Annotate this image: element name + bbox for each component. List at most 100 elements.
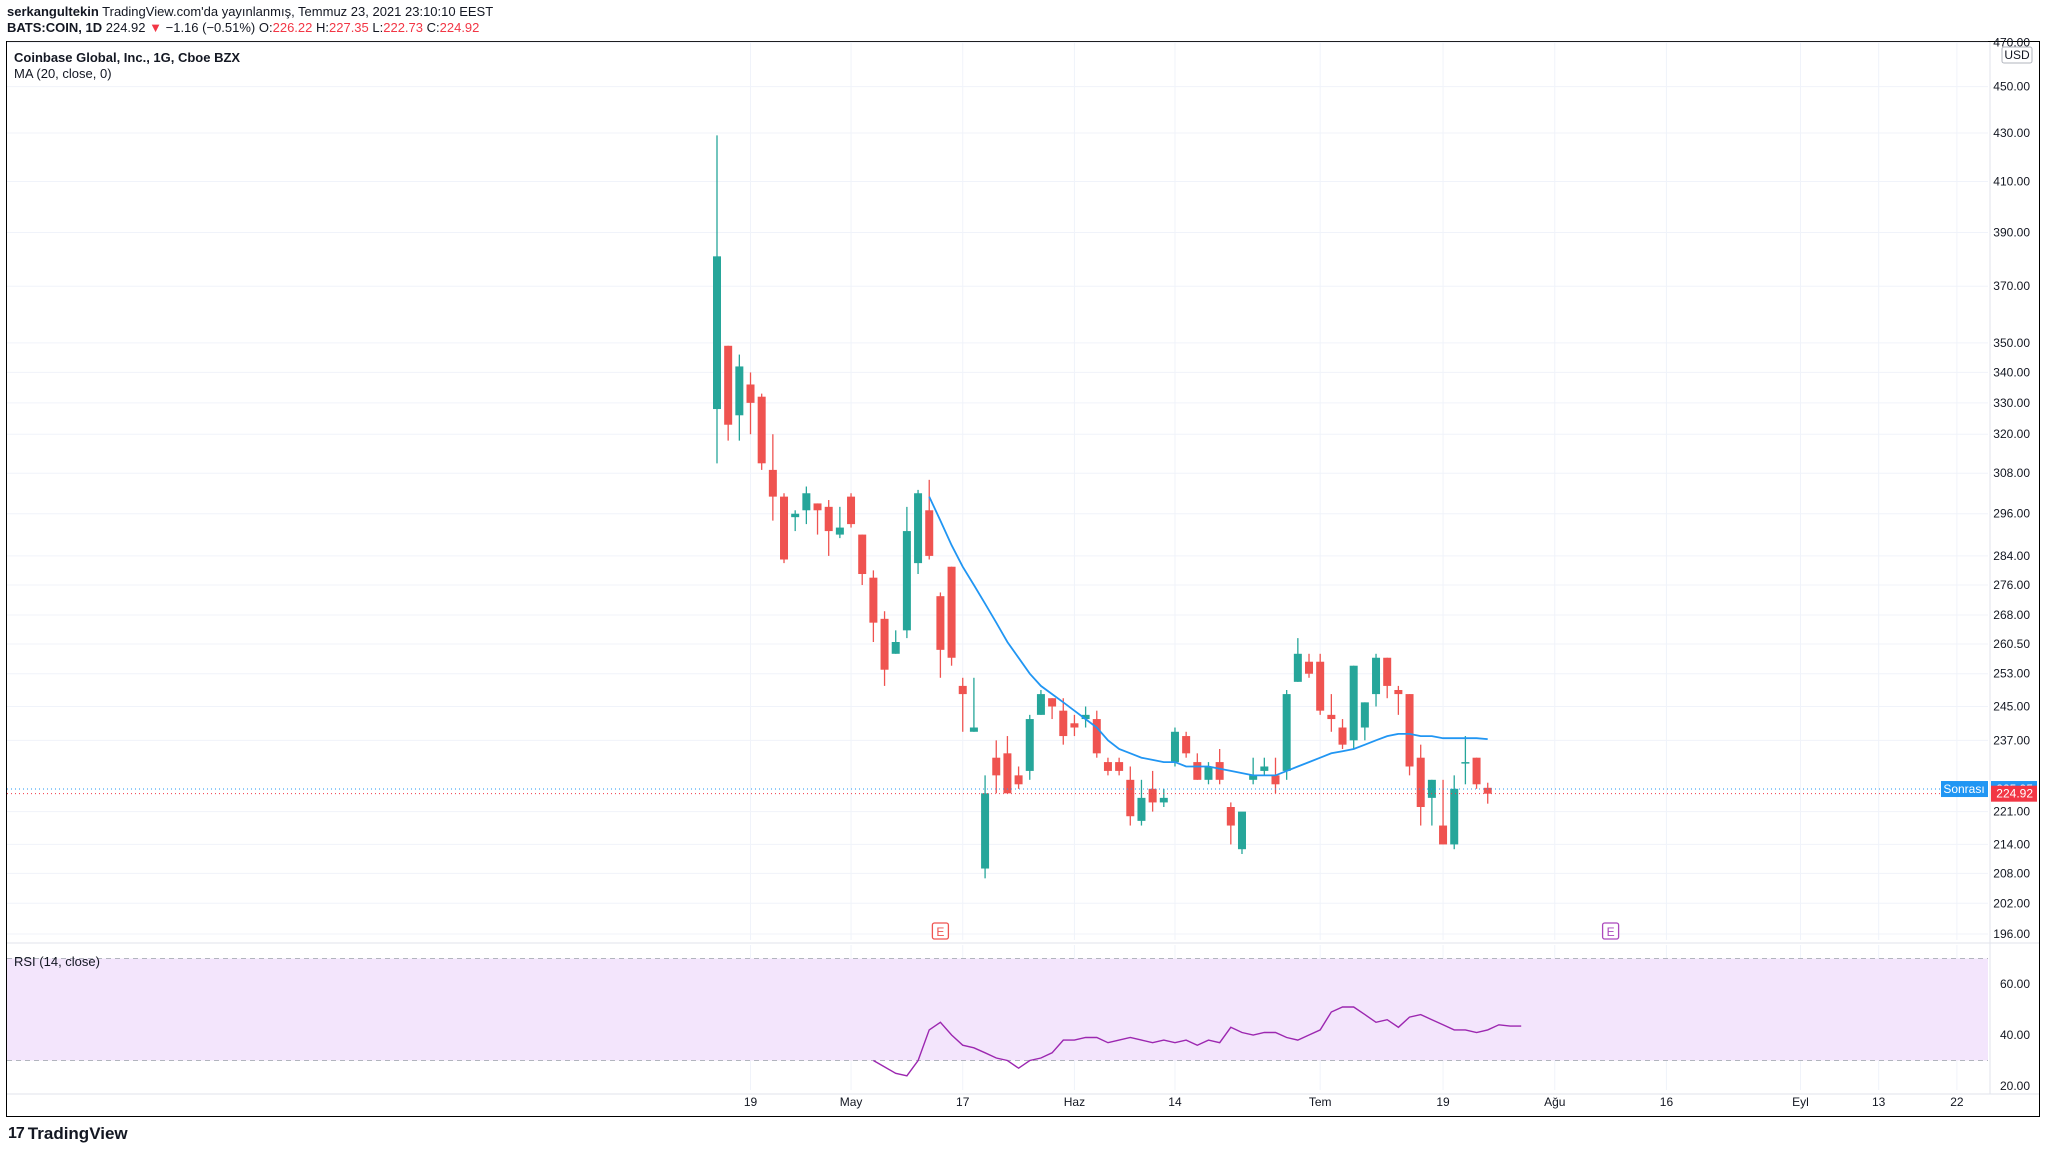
candle-body [1472,757,1481,785]
price-tick-label: 276.00 [1993,578,2030,592]
earnings-marker-label: E [1607,925,1615,939]
candle-body [1159,797,1168,803]
price-tick-label: 430.00 [1993,126,2030,140]
rsi-band [7,958,1988,1061]
candle-body [1003,753,1012,794]
currency-label: USD [2004,48,2030,62]
price-tick-label: 308.00 [1993,466,2030,480]
candle-body [1014,775,1023,785]
candle-body [824,506,833,532]
open-value: 226.22 [272,20,313,35]
candle-body [1092,719,1101,754]
candle-body [713,256,721,410]
candle-body [925,510,934,556]
time-tick-label: 22 [1950,1095,1964,1109]
candle-body [880,618,889,670]
candle-body [835,527,844,535]
candle-body [1416,757,1425,808]
candle-body [847,496,856,525]
price-tick-label: 221.00 [1993,805,2030,819]
candle-body [1271,775,1280,785]
price-tick-label: 284.00 [1993,549,2030,563]
candle-body [969,727,978,732]
candle-body [791,513,800,518]
price-tick-label: 320.00 [1993,427,2030,441]
candle-body [1048,698,1057,707]
candle-body [813,503,822,511]
candle-body [724,345,733,425]
candle-body [1237,811,1246,850]
chart-title: Coinbase Global, Inc., 1G, Cboe BZX [14,50,241,65]
candle-body [1036,694,1045,715]
candle-body [958,685,967,695]
time-tick-label: 19 [744,1095,758,1109]
candle-body [992,757,1001,776]
price-tick-label: 350.00 [1993,336,2030,350]
candle-body [1137,797,1146,821]
time-tick-label: Haz [1064,1095,1085,1109]
price-tick-label: 410.00 [1993,175,2030,189]
candle-body [981,793,990,869]
candle-body [936,596,945,650]
last-price-tag [1991,785,2037,802]
candle-body [757,396,766,464]
candle-body [1439,825,1448,845]
candle-body [1282,694,1291,771]
candle-body [947,566,956,658]
time-tick-label: May [840,1095,863,1109]
price-tick-label: 196.00 [1993,927,2030,941]
candle-body [1170,731,1179,763]
candle-body [858,534,867,575]
price-tick-label: 260.50 [1993,637,2030,651]
candle-body [1226,807,1235,826]
change-value: −1.16 (−0.51%) [165,20,256,35]
candle-body [1360,702,1369,728]
candle-body [780,496,789,560]
ma-legend: MA (20, close, 0) [14,66,112,81]
price-tick-label: 214.00 [1993,837,2030,851]
low-value: 222.73 [383,20,423,35]
price-tick-label: 237.00 [1993,733,2030,747]
candle-body [1148,788,1157,803]
tradingview-logo[interactable]: 17 TradingView [8,1124,128,1144]
candle-body [1215,762,1224,780]
candle-body [1059,710,1068,737]
tradingview-mark-icon: 17 [8,1125,25,1142]
price-tick-label: 268.00 [1993,608,2030,622]
time-tick-label: 14 [1168,1095,1182,1109]
price-tick-label: 296.00 [1993,507,2030,521]
chart-frame [6,41,2040,1117]
earnings-marker [1601,922,1620,940]
last-price-value: 224.92 [105,20,146,35]
candle-body [902,531,911,631]
high-value: 227.35 [329,20,369,35]
candle-body [1383,657,1392,686]
candle-body [802,493,811,511]
rsi-tick-label: 20.00 [2000,1079,2030,1093]
after-hours-label-bg [1941,781,1988,798]
candle-body [1126,779,1135,817]
publisher-name: serkangultekin [7,4,99,19]
price-tick-label: 450.00 [1993,80,2030,94]
price-tick-label: 202.00 [1993,896,2030,910]
high-label: H: [316,20,329,35]
candle-body [746,384,755,403]
symbol-ohlc-line: BATS:COIN, 1D 224.92 ▼ −1.16 (−0.51%) O:… [7,20,479,35]
candle-body [1394,689,1403,695]
rsi-legend: RSI (14, close) [14,954,100,969]
candle-body [1349,665,1358,741]
candle-body [1182,736,1191,754]
time-tick-label: 13 [1872,1095,1886,1109]
candle-body [1081,714,1090,720]
candle-body [1249,775,1258,780]
candle-body [1483,787,1492,794]
price-tick-label: 208.00 [1993,866,2030,880]
price-tick-label: 390.00 [1993,226,2030,240]
price-tick-label: 370.00 [1993,279,2030,293]
currency-box [2001,46,2033,64]
rsi-tick-label: 40.00 [2000,1028,2030,1042]
time-tick-label: Tem [1309,1095,1332,1109]
tradingview-logo-text: TradingView [27,1124,128,1143]
candle-body [768,469,777,497]
